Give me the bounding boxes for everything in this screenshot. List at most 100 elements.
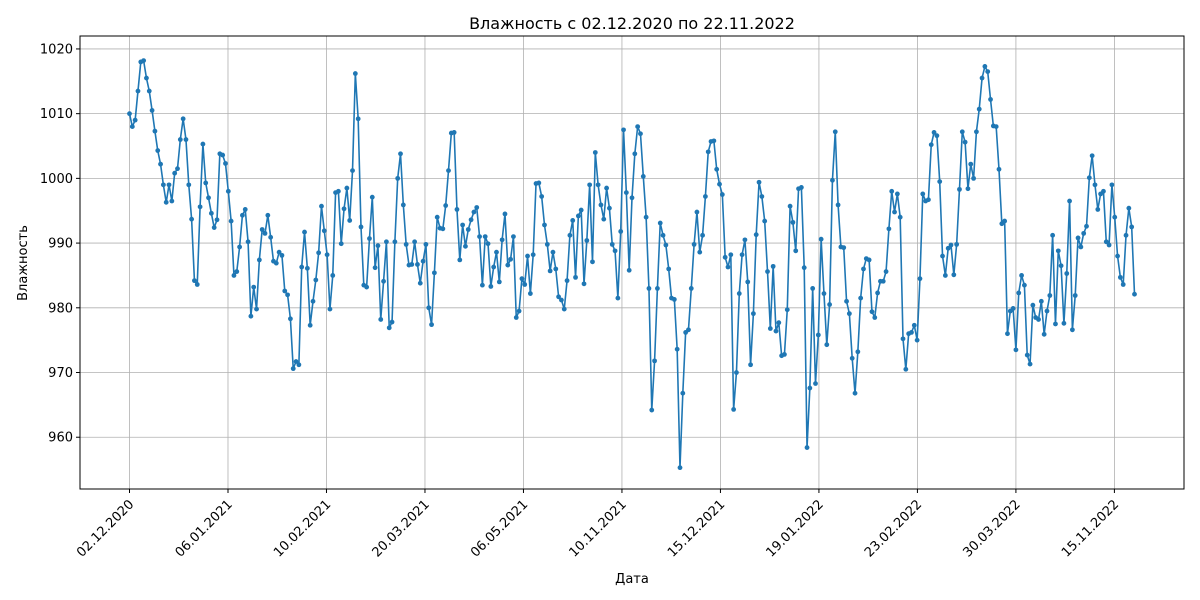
data-point [511, 234, 516, 240]
data-point [680, 390, 686, 396]
data-point [734, 370, 739, 375]
data-point [846, 311, 852, 317]
data-point [240, 212, 245, 218]
data-point [861, 266, 866, 272]
data-point [957, 186, 962, 192]
data-point [1123, 232, 1129, 238]
data-point [1120, 282, 1126, 287]
data-point [1072, 293, 1078, 298]
data-point [285, 292, 290, 298]
data-point [753, 232, 759, 238]
data-point [909, 329, 914, 335]
y-tick-label: 970 [48, 366, 73, 381]
data-point [245, 239, 251, 245]
data-point [256, 257, 262, 263]
data-point [398, 151, 403, 157]
data-point [697, 249, 703, 255]
data-point [296, 362, 302, 368]
data-point [688, 285, 694, 291]
data-point [635, 124, 641, 129]
data-point [787, 203, 793, 209]
data-point [719, 192, 725, 197]
data-point [671, 296, 677, 302]
data-point [587, 182, 593, 188]
data-point [971, 175, 976, 181]
data-point [141, 58, 147, 63]
data-point [386, 325, 392, 331]
data-point [694, 209, 700, 215]
data-point [508, 256, 514, 262]
data-point [595, 182, 601, 188]
data-point [626, 267, 632, 273]
data-point [629, 195, 635, 201]
data-point [1053, 321, 1058, 327]
data-point [748, 362, 753, 368]
data-point [844, 298, 849, 304]
data-point [544, 241, 550, 247]
data-point [183, 137, 189, 142]
data-point [525, 253, 530, 259]
data-point [894, 191, 900, 197]
y-tick-label: 1020 [40, 42, 73, 57]
data-point [655, 285, 660, 291]
data-point [643, 214, 649, 220]
data-point [807, 385, 813, 391]
data-point [1044, 308, 1050, 314]
data-point [1115, 253, 1120, 259]
data-point [395, 175, 401, 181]
data-point [203, 180, 209, 186]
data-point [1086, 175, 1092, 181]
data-point [1064, 271, 1070, 276]
data-point [832, 129, 838, 135]
data-point [282, 288, 288, 294]
data-point [1050, 232, 1056, 238]
data-point [299, 264, 305, 270]
data-point [928, 142, 934, 148]
data-point [290, 366, 296, 372]
y-tick-label: 1010 [40, 107, 73, 122]
data-point [330, 273, 336, 278]
data-point [914, 337, 920, 343]
data-point [129, 124, 135, 129]
data-point [674, 346, 680, 352]
data-point [618, 229, 624, 234]
data-point [866, 257, 872, 263]
data-point [1067, 198, 1072, 204]
data-point [1109, 182, 1115, 188]
data-point [288, 316, 293, 322]
data-point [931, 130, 937, 135]
data-point [392, 239, 398, 245]
data-point [135, 88, 141, 94]
data-point [883, 269, 889, 274]
data-point [852, 390, 858, 396]
data-point [341, 206, 347, 212]
data-point [745, 279, 751, 285]
data-point [1129, 224, 1135, 230]
data-point [1069, 327, 1075, 333]
data-point [604, 185, 609, 191]
data-point [649, 407, 655, 413]
data-point [496, 279, 502, 285]
data-point [824, 342, 830, 348]
data-point [917, 276, 923, 282]
data-point [1126, 205, 1132, 211]
data-point [400, 202, 406, 208]
data-point [403, 241, 409, 247]
data-point [206, 195, 211, 201]
data-point [352, 71, 358, 76]
data-point [214, 217, 220, 223]
data-point [765, 269, 770, 274]
data-point [302, 229, 307, 235]
data-point [742, 237, 748, 243]
data-point [1024, 352, 1030, 358]
data-point [815, 332, 821, 338]
data-point [652, 358, 657, 364]
data-point [570, 218, 576, 223]
data-point [1047, 293, 1053, 298]
data-point [592, 150, 598, 155]
data-point [841, 245, 847, 251]
data-point [542, 222, 547, 228]
data-point [211, 225, 217, 230]
data-point [440, 226, 446, 232]
